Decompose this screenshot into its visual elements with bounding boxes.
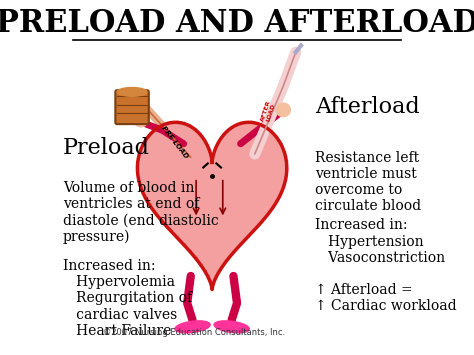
- Text: ↑ Afterload =
↑ Cardiac workload: ↑ Afterload = ↑ Cardiac workload: [315, 283, 457, 313]
- Ellipse shape: [276, 103, 291, 117]
- Text: Preload: Preload: [63, 137, 150, 159]
- Text: AFTER
LOAD: AFTER LOAD: [260, 99, 277, 124]
- Polygon shape: [137, 122, 287, 290]
- Text: Volume of blood in
ventricles at end of
diastole (end diastolic
pressure): Volume of blood in ventricles at end of …: [63, 181, 219, 244]
- Text: Afterload: Afterload: [315, 96, 420, 118]
- Text: Increased in:
   Hypervolemia
   Regurgitation of
   cardiac valves
   Heart Fai: Increased in: Hypervolemia Regurgitation…: [63, 259, 192, 338]
- Text: PRE LOAD: PRE LOAD: [160, 125, 189, 159]
- Text: Increased in:
   Hypertension
   Vasoconstriction: Increased in: Hypertension Vasoconstrict…: [315, 218, 446, 265]
- Text: ©2007 Nursing Education Consultants, Inc.: ©2007 Nursing Education Consultants, Inc…: [103, 328, 285, 337]
- Ellipse shape: [214, 321, 249, 333]
- Text: PRELOAD AND AFTERLOAD: PRELOAD AND AFTERLOAD: [0, 8, 474, 39]
- Ellipse shape: [134, 113, 148, 127]
- Ellipse shape: [117, 87, 147, 96]
- FancyBboxPatch shape: [115, 90, 149, 124]
- Ellipse shape: [175, 321, 210, 333]
- Text: Resistance left
ventricle must
overcome to
circulate blood: Resistance left ventricle must overcome …: [315, 151, 421, 213]
